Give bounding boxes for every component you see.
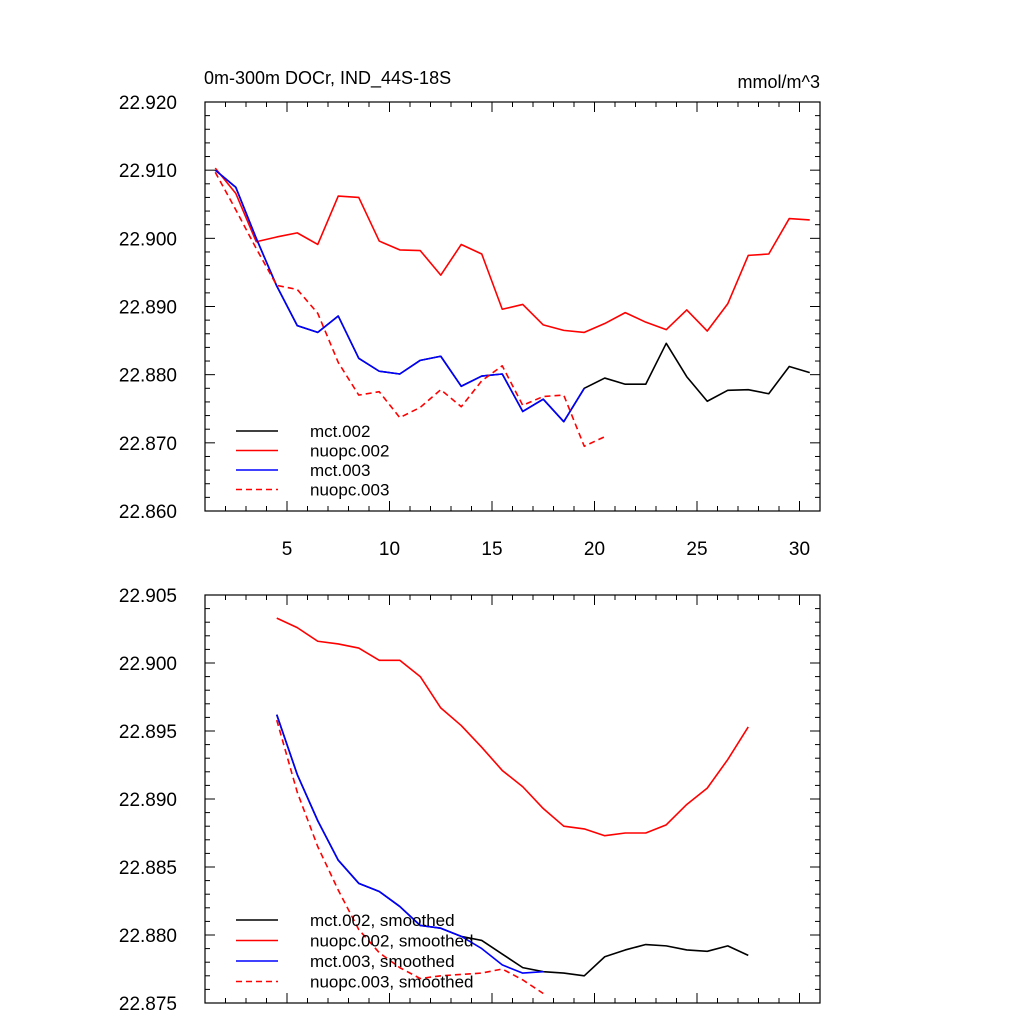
series-line-nuopc-002-smoothed (276, 617, 749, 837)
x-tick-label: 15 (481, 539, 502, 560)
legend-label: nuopc.002, smoothed (310, 932, 474, 951)
series-line-nuopc-002 (214, 167, 810, 334)
legend-label: nuopc.003 (310, 481, 389, 500)
x-tick-label: 5 (282, 539, 293, 560)
legend-label: nuopc.002 (310, 442, 389, 461)
units-label: mmol/m^3 (738, 72, 820, 92)
series-line-nuopc-003-smoothed (275, 719, 544, 995)
legend-label: mct.003, smoothed (310, 952, 455, 971)
x-tick-label: 20 (584, 539, 605, 560)
y-tick-label: 22.870 (119, 434, 177, 455)
y-tick-label: 22.895 (119, 722, 177, 743)
y-tick-label: 22.905 (119, 586, 177, 607)
chart-panel-2: 22.875 22.880 22.885 22.890 22.895 22.900 22.9… (119, 586, 821, 1015)
legend-label: mct.003 (310, 461, 370, 480)
y-tick-label: 22.880 (119, 366, 177, 387)
y-tick-label: 22.920 (119, 93, 177, 114)
x-tick-label: 10 (379, 539, 400, 560)
legend-label: mct.002, smoothed (310, 911, 455, 930)
y-tick-label: 22.885 (119, 858, 177, 879)
x-tick-label: 25 (686, 539, 707, 560)
y-tick-label: 22.900 (119, 654, 177, 675)
series-line-mct-003 (214, 169, 585, 423)
y-tick-label: 22.875 (119, 994, 177, 1015)
series-line-nuopc-003 (214, 171, 606, 448)
y-tick-label: 22.890 (119, 790, 177, 811)
legend-label: mct.002 (310, 422, 370, 441)
y-tick-label: 22.910 (119, 161, 177, 182)
y-tick-label: 22.860 (119, 502, 177, 523)
chart-panel-1: 5 10 15 20 25 30 22.860 22.870 22.880 22.890 22.90… (119, 93, 821, 560)
y-tick-label: 22.890 (119, 298, 177, 319)
plot-frame (204, 594, 821, 1004)
series-line-mct-003-smoothed (275, 714, 544, 974)
y-tick-label: 22.880 (119, 926, 177, 947)
y-tick-label: 22.900 (119, 229, 177, 250)
chart-title: 0m-300m DOCr, IND_44S-18S (204, 68, 451, 89)
legend-label: nuopc.003, smoothed (310, 973, 474, 992)
x-tick-label: 30 (789, 539, 810, 560)
